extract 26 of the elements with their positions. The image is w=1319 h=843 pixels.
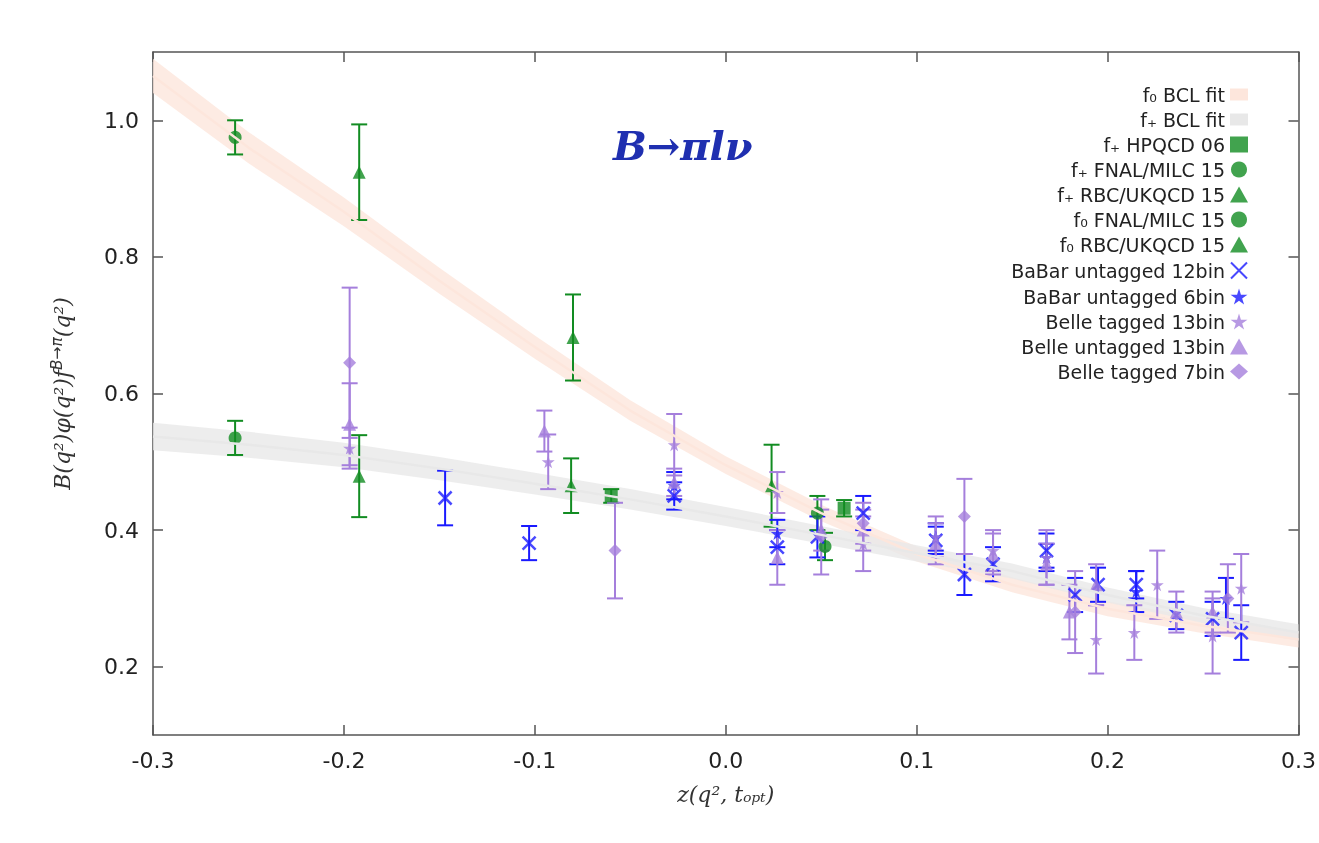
legend-label: f₀ BCL fit <box>1142 83 1225 106</box>
y-tick-label: 0.6 <box>104 381 139 406</box>
legend-label: f₊ FNAL/MILC 15 <box>1071 158 1225 181</box>
y-tick-label: 0.8 <box>104 244 139 270</box>
legend-label: f₀ RBC/UKQCD 15 <box>1059 233 1225 256</box>
x-axis-title: z(q², tₒₚₜ) <box>676 781 775 807</box>
legend-label: f₀ FNAL/MILC 15 <box>1073 208 1225 231</box>
x-tick-label: 0.1 <box>899 747 935 773</box>
legend-label: Belle tagged 13bin <box>1045 310 1225 333</box>
legend-label: Belle tagged 7bin <box>1057 360 1225 383</box>
legend-label: f₊ HPQCD 06 <box>1103 133 1225 156</box>
x-tick-label: -0.1 <box>513 747 557 773</box>
x-tick-label: 0.2 <box>1090 747 1126 773</box>
x-tick-label: -0.2 <box>322 747 366 773</box>
y-tick-label: 0.2 <box>104 654 139 680</box>
x-tick-label: 0.0 <box>708 747 744 773</box>
x-tick-label: 0.3 <box>1281 747 1317 773</box>
x-tick-label: -0.3 <box>131 747 175 773</box>
y-tick-label: 0.4 <box>104 517 139 543</box>
legend-label: Belle untagged 13bin <box>1021 335 1225 358</box>
legend-label: BaBar untagged 6bin <box>1023 285 1225 308</box>
legend-label: f₊ BCL fit <box>1140 108 1225 131</box>
y-tick-label: 1.0 <box>104 107 139 133</box>
text: B→πlν <box>612 121 753 169</box>
legend-label: BaBar untagged 12bin <box>1011 259 1225 282</box>
legend-label: f₊ RBC/UKQCD 15 <box>1057 183 1225 206</box>
